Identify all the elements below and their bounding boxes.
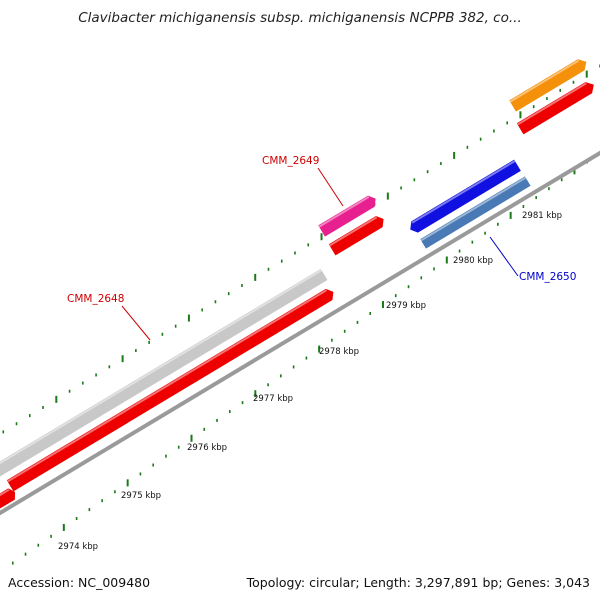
gene-CMM_2650[interactable] [420,176,531,249]
cds-feature[interactable] [328,215,384,256]
scale-label: 2981 kbp [522,211,562,221]
cds-feature[interactable] [516,82,594,135]
gene-CMM_2648[interactable] [0,268,328,477]
gene-label-CMM_2650[interactable]: CMM_2650 [519,271,576,283]
backbone-line [0,150,600,516]
label-layer: 2974 kbp 2975 kbp 2976 kbp 2977 kbp 2978 kbp… [58,155,576,552]
feature-layer [0,59,594,512]
scale-label: 2977 kbp [253,394,293,404]
label-leader [317,167,344,207]
scale-label: 2980 kbp [453,256,493,266]
gene-orange[interactable] [509,59,587,112]
gene-blue[interactable] [410,159,521,233]
scale-label: 2974 kbp [58,542,98,552]
cds-feature[interactable] [0,488,15,512]
gene-label-CMM_2649[interactable]: CMM_2649 [262,155,319,167]
scale-label: 2975 kbp [121,491,161,501]
cds-feature[interactable] [6,288,334,492]
scale-label: 2976 kbp [187,443,227,453]
scale-label: 2979 kbp [386,301,426,311]
gene-CMM_2649[interactable] [318,195,376,237]
accession-text: Accession: NC_009480 [8,575,151,590]
map-title: Clavibacter michiganensis subsp. michiga… [78,10,522,26]
scale-label: 2978 kbp [319,347,359,357]
tick-marks [2,64,600,565]
label-leader [121,305,151,341]
genome-summary: Topology: circular; Length: 3,297,891 bp… [246,575,590,590]
genome-backbone [0,150,600,516]
label-leader [489,236,519,277]
gene-label-CMM_2648[interactable]: CMM_2648 [67,293,124,305]
